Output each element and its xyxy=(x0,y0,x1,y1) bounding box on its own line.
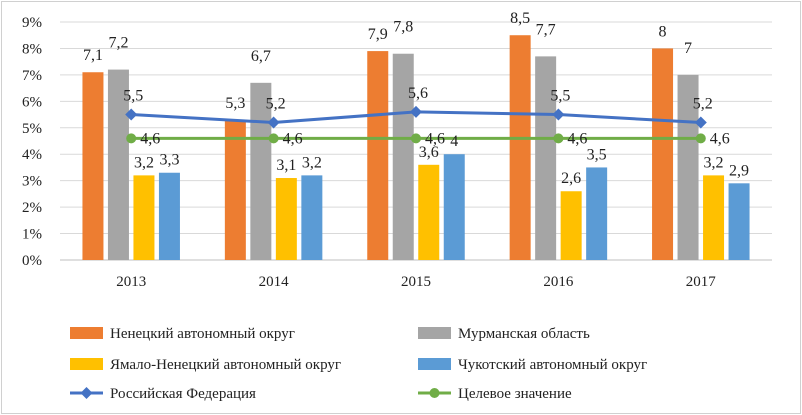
line-point xyxy=(267,116,280,129)
bar-data-label: 2,6 xyxy=(561,170,581,187)
bar xyxy=(301,175,323,260)
bar xyxy=(509,35,531,260)
x-tick-label: 2017 xyxy=(686,274,717,290)
bar xyxy=(275,178,297,260)
line-point xyxy=(553,133,564,144)
line-point xyxy=(268,133,279,144)
bar-data-label: 7,8 xyxy=(393,19,413,36)
line-point xyxy=(125,108,138,121)
y-tick-label: 9% xyxy=(22,15,42,31)
line-data-label: 4,6 xyxy=(140,130,160,147)
legend-label: Чукотский автономный округ xyxy=(458,357,647,373)
bar xyxy=(728,183,750,260)
line-data-label: 5,5 xyxy=(123,88,143,105)
line-point xyxy=(126,133,137,144)
x-axis-tick-labels: 2013 2014 2015 2016 2017 xyxy=(116,274,716,290)
bar-data-label: 7,7 xyxy=(536,21,556,38)
data-labels: 7,1 5,3 7,9 8,5 8 7,2 6,7 7,8 7,7 7 3,2 3,1 3,6 2,6 3,… xyxy=(83,10,749,187)
bar xyxy=(82,72,104,260)
bar xyxy=(560,191,582,260)
line-point xyxy=(410,105,422,118)
y-tick-label: 2% xyxy=(22,200,42,216)
line-data-label: 5,2 xyxy=(693,95,713,112)
x-tick-label: 2016 xyxy=(543,274,574,290)
y-tick-label: 0% xyxy=(22,253,42,269)
line-point xyxy=(695,133,706,144)
legend-swatch xyxy=(418,327,451,339)
legend-swatch xyxy=(70,358,103,370)
legend-label: Ненецкий автономный округ xyxy=(110,326,295,342)
line-data-label: 4,6 xyxy=(567,130,587,147)
bar-data-label: 3,6 xyxy=(419,144,439,161)
bar-data-label: 2,9 xyxy=(729,162,749,179)
bar-data-label: 3,5 xyxy=(587,146,607,163)
line-data-label: 5,5 xyxy=(550,88,570,105)
bar-data-label: 8,5 xyxy=(510,10,530,27)
legend-marker xyxy=(80,387,93,399)
bar xyxy=(392,53,414,260)
bar-data-label: 7,1 xyxy=(83,47,103,64)
y-tick-label: 4% xyxy=(22,147,42,163)
bar-data-label: 4 xyxy=(450,133,458,150)
bar xyxy=(133,175,155,260)
y-tick-label: 3% xyxy=(22,174,42,190)
x-tick-label: 2013 xyxy=(116,274,146,290)
bar xyxy=(158,172,180,260)
bar xyxy=(535,56,557,260)
line-point xyxy=(411,133,421,144)
legend-label: Ямало-Ненецкий автономный округ xyxy=(110,357,341,373)
line-series xyxy=(125,105,707,144)
y-tick-label: 8% xyxy=(22,41,42,57)
bar xyxy=(224,119,246,260)
line-data-label: 4,6 xyxy=(283,130,303,147)
legend: Ненецкий автономный округ Мурманская обла… xyxy=(70,326,647,402)
bar xyxy=(418,164,440,260)
y-tick-label: 6% xyxy=(22,94,42,110)
bar xyxy=(367,51,389,260)
legend-swatch xyxy=(418,358,451,370)
bar xyxy=(652,48,674,260)
bar-data-label: 3,2 xyxy=(302,154,322,171)
bar xyxy=(443,154,465,260)
bar-data-label: 7,9 xyxy=(368,26,388,43)
legend-swatch xyxy=(70,327,103,339)
bar-data-label: 5,3 xyxy=(225,95,245,112)
line-data-label: 5,6 xyxy=(408,85,428,102)
bar-data-label: 7 xyxy=(684,40,692,57)
line-data-label: 4,6 xyxy=(425,130,445,147)
bar xyxy=(586,167,608,260)
bar-data-label: 6,7 xyxy=(251,48,271,65)
legend-marker xyxy=(429,388,440,398)
bar-data-label: 3,2 xyxy=(704,154,724,171)
legend-label: Мурманская область xyxy=(458,326,590,342)
bar-data-label: 3,1 xyxy=(276,157,296,174)
bar-data-label: 3,2 xyxy=(134,154,154,171)
y-tick-label: 5% xyxy=(22,121,42,137)
bar-series xyxy=(82,35,750,260)
bar xyxy=(703,175,725,260)
y-tick-label: 1% xyxy=(22,227,42,243)
bar-data-label: 3,3 xyxy=(159,152,179,169)
line-data-label: 4,6 xyxy=(710,130,730,147)
legend-label: Целевое значение xyxy=(458,386,572,402)
line-point xyxy=(552,108,565,121)
x-tick-label: 2014 xyxy=(259,274,290,290)
bar xyxy=(107,69,129,260)
bar-data-label: 8 xyxy=(659,23,667,40)
line-data-label: 5,2 xyxy=(266,95,286,112)
legend-label: Российская Федерация xyxy=(110,386,256,402)
y-axis-tick-labels: 0% 1% 2% 3% 4% 5% 6% 7% 8% 9% xyxy=(22,15,42,269)
bar-data-label: 7,2 xyxy=(108,35,128,52)
line-point xyxy=(694,116,707,129)
x-tick-label: 2015 xyxy=(401,274,431,290)
y-tick-label: 7% xyxy=(22,68,42,84)
bar xyxy=(250,82,272,260)
